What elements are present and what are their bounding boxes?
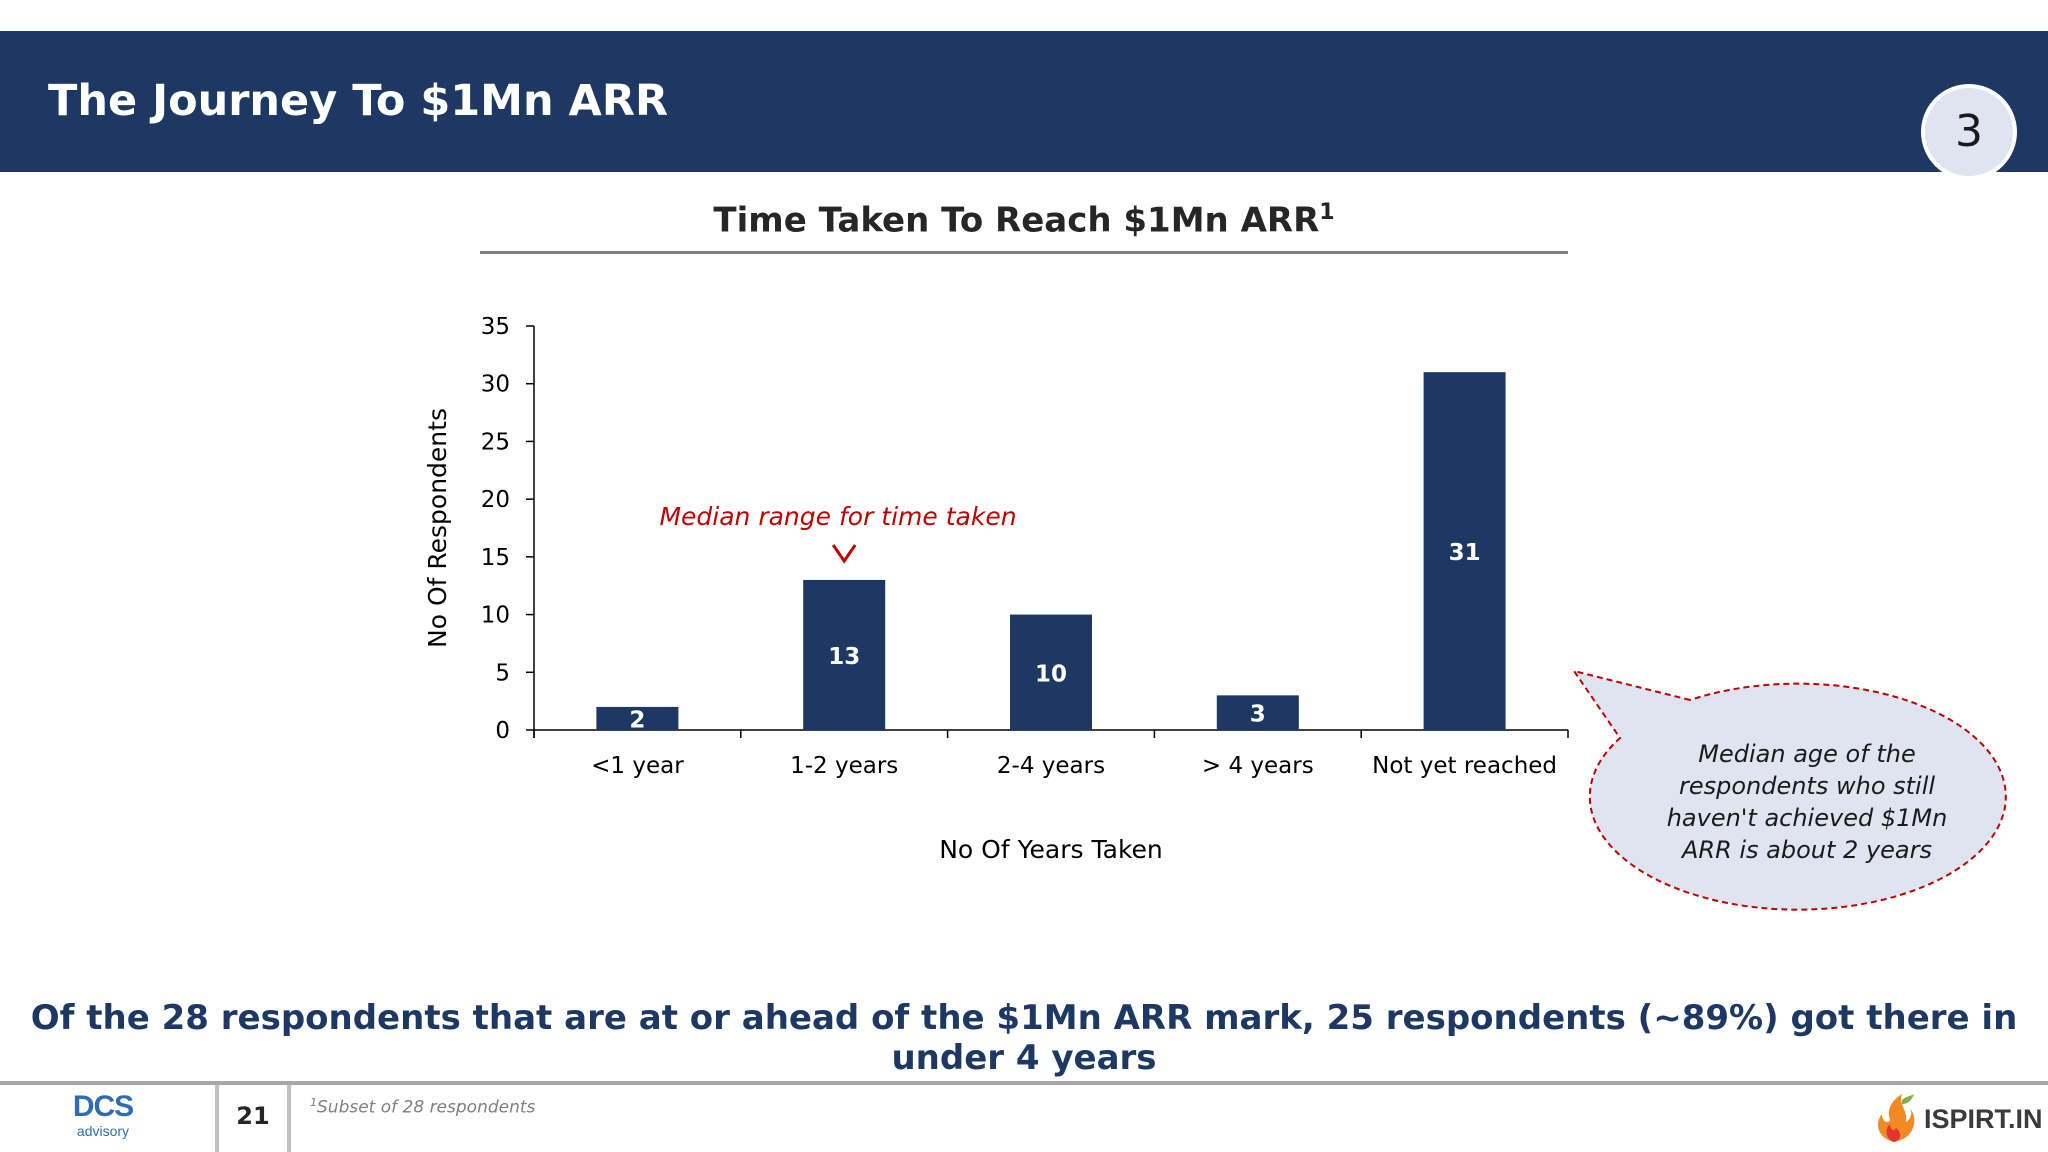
flame-logo-icon <box>1878 1094 1915 1142</box>
ispirt-logo: ISPIRT.IN <box>1868 1092 2043 1144</box>
bar <box>1010 614 1092 730</box>
footer-separator <box>287 1085 291 1152</box>
y-tick-label: 0 <box>495 718 510 744</box>
chart-title-underline <box>480 251 1568 254</box>
section-number-badge: 3 <box>1921 84 2017 180</box>
x-tick-label: > 4 years <box>1202 753 1314 779</box>
callout-text-line: ARR is about 2 years <box>1680 836 1932 864</box>
chart-title-footnote-marker: 1 <box>1319 200 1335 225</box>
dcs-logo-text: DCS <box>72 1090 134 1123</box>
y-tick-label: 15 <box>481 545 510 571</box>
x-tick-label: 2-4 years <box>997 753 1105 779</box>
callout-text-line: Median age of the <box>1698 740 1915 768</box>
footnote-marker: 1 <box>310 1096 317 1109</box>
footnote: 1Subset of 28 respondents <box>310 1096 535 1118</box>
data-label: 13 <box>828 644 860 670</box>
y-tick-label: 10 <box>481 603 510 629</box>
data-label: 10 <box>1035 661 1067 687</box>
chart-title: Time Taken To Reach $1Mn ARR1 <box>480 200 1568 240</box>
y-axis-label: No Of Respondents <box>423 408 452 648</box>
y-tick-label: 5 <box>495 660 510 686</box>
data-label: 3 <box>1250 702 1266 728</box>
x-tick-label: 1-2 years <box>790 753 898 779</box>
y-tick-label: 35 <box>481 314 510 340</box>
page-number: 21 <box>236 1102 270 1130</box>
footnote-text: Subset of 28 respondents <box>317 1097 536 1118</box>
dcs-advisory-logo: DCS advisory <box>68 1090 138 1138</box>
dcs-logo-subtext: advisory <box>76 1123 130 1139</box>
callout-text-line: haven't achieved $1Mn <box>1667 804 1948 832</box>
callout-bubble <box>1571 669 2007 911</box>
x-axis-label: No Of Years Taken <box>939 835 1163 864</box>
bar <box>803 579 886 730</box>
bar <box>1216 695 1299 730</box>
data-label: 2 <box>629 707 645 733</box>
x-tick-label: <1 year <box>591 753 684 779</box>
y-tick-label: 20 <box>481 487 510 513</box>
chart-title-text: Time Taken To Reach $1Mn ARR <box>713 200 1320 241</box>
y-tick-label: 30 <box>481 372 510 398</box>
footer-separator <box>215 1085 219 1152</box>
bar <box>1423 372 1506 730</box>
key-takeaway: Of the 28 respondents that are at or ahe… <box>30 998 2018 1078</box>
x-tick-label: Not yet reached <box>1372 753 1557 779</box>
data-label: 31 <box>1449 540 1481 566</box>
callout-text-line: respondents who still <box>1679 772 1935 800</box>
ispirt-logo-text: ISPIRT.IN <box>1924 1104 2043 1134</box>
bar <box>596 706 679 730</box>
page-title: The Journey To $1Mn ARR <box>48 76 669 126</box>
y-tick-label: 25 <box>481 429 510 455</box>
median-annotation: Median range for time taken <box>659 502 1016 531</box>
header-bar: The Journey To $1Mn ARR 3 <box>0 31 2048 180</box>
footer-divider <box>0 1081 2048 1085</box>
chevron-down-icon <box>831 544 857 564</box>
